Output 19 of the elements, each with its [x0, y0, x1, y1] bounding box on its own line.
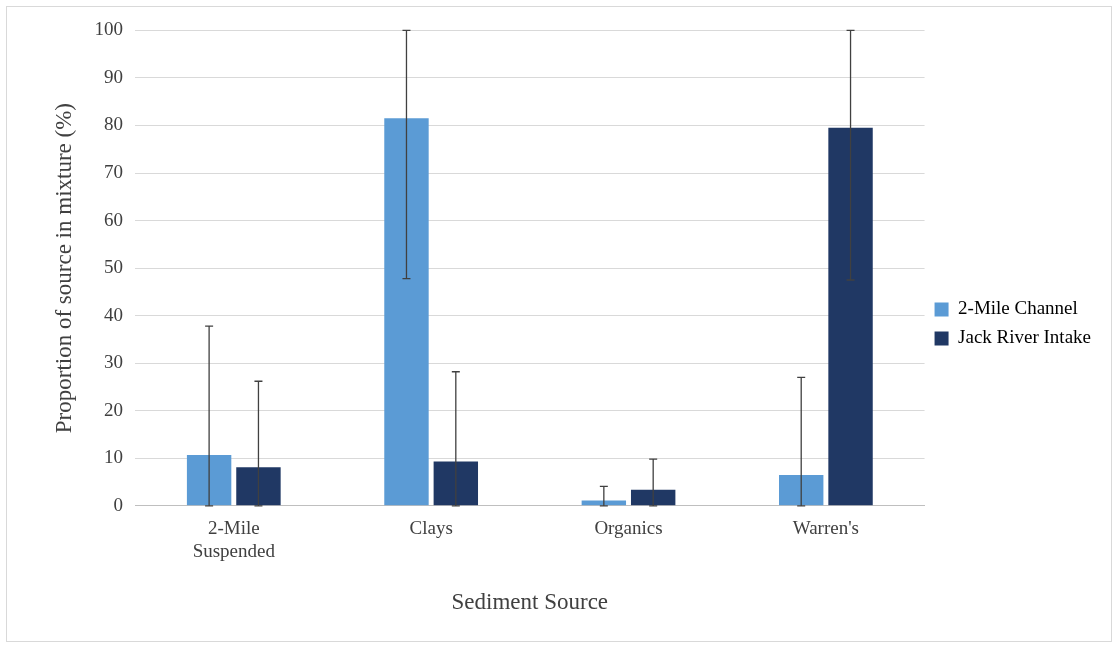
y-tick-label: 30 [104, 351, 124, 373]
y-axis-title: Proportion of source in mixture (%) [50, 102, 76, 434]
x-tick-label: 2-Mile Suspended [192, 517, 276, 561]
legend-label: 2-Mile Channel [958, 297, 1078, 319]
x-tick-label: Clays [409, 517, 453, 539]
x-tick-label: Organics [594, 517, 663, 539]
x-tick-label: Warren's [792, 517, 859, 539]
y-tick-label: 100 [94, 18, 124, 40]
y-tick-label: 60 [104, 208, 124, 230]
y-tick-label: 80 [104, 113, 124, 135]
y-tick-label: 0 [113, 493, 124, 515]
y-tick-label: 70 [104, 161, 124, 182]
y-tick-label: 90 [104, 65, 124, 87]
y-tick-label: 40 [104, 303, 124, 325]
y-tick-label: 50 [104, 256, 124, 278]
y-tick-label: 20 [104, 398, 124, 420]
x-axis-title: Sediment Source [451, 589, 609, 615]
y-tick-label: 10 [104, 446, 124, 468]
legend-label: Jack River Intake [958, 326, 1092, 348]
